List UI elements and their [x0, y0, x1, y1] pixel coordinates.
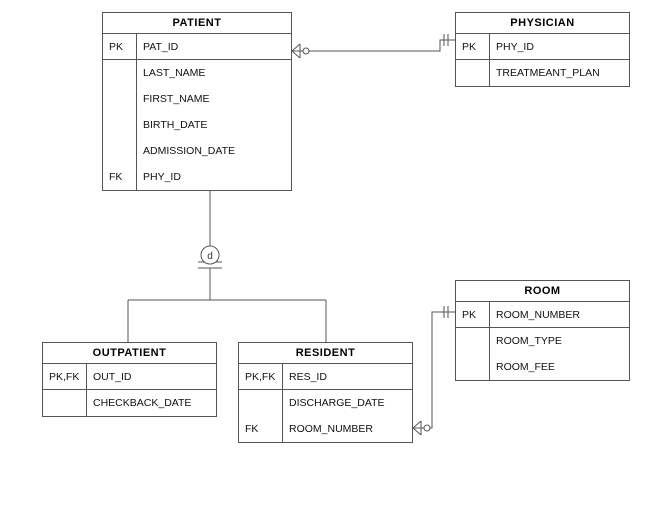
attr-cell: LAST_NAME [137, 60, 291, 86]
key-cell [103, 138, 136, 164]
entity-title: RESIDENT [239, 343, 412, 364]
entity-resident: RESIDENT PK,FK FK RES_ID DISCHARGE_DATE … [238, 342, 413, 443]
entity-title: PATIENT [103, 13, 291, 34]
er-diagram-canvas: d PATIENT PK F [0, 0, 651, 511]
attr-cell: TREATMEANT_PLAN [490, 60, 629, 86]
key-cell [103, 60, 136, 86]
key-cell: PK [456, 34, 489, 60]
attr-cell: OUT_ID [87, 364, 216, 390]
key-cell [239, 390, 282, 416]
key-cell: PK [456, 302, 489, 328]
key-cell [103, 86, 136, 112]
entity-patient: PATIENT PK FK PAT_ID LAST_NAME FIRST_NAM… [102, 12, 292, 191]
entity-outpatient: OUTPATIENT PK,FK OUT_ID CHECKBACK_DATE [42, 342, 217, 417]
key-cell [456, 60, 489, 86]
entity-title: OUTPATIENT [43, 343, 216, 364]
key-cell: FK [103, 164, 136, 190]
attr-cell: ROOM_NUMBER [490, 302, 629, 328]
key-cell: PK,FK [43, 364, 86, 390]
inheritance-symbol: d [207, 251, 213, 262]
key-cell: FK [239, 416, 282, 442]
key-cell [103, 112, 136, 138]
entity-title: ROOM [456, 281, 629, 302]
attr-cell: ROOM_FEE [490, 354, 629, 380]
attr-cell: PHY_ID [137, 164, 291, 190]
attr-cell: BIRTH_DATE [137, 112, 291, 138]
key-cell [456, 354, 489, 380]
attr-cell: ROOM_NUMBER [283, 416, 412, 442]
key-cell: PK [103, 34, 136, 60]
attr-cell: PAT_ID [137, 34, 291, 60]
attr-cell: CHECKBACK_DATE [87, 390, 216, 416]
attr-cell: PHY_ID [490, 34, 629, 60]
key-cell: PK,FK [239, 364, 282, 390]
entity-title: PHYSICIAN [456, 13, 629, 34]
key-cell [43, 390, 86, 416]
attr-cell: DISCHARGE_DATE [283, 390, 412, 416]
entity-physician: PHYSICIAN PK PHY_ID TREATMEANT_PLAN [455, 12, 630, 87]
attr-cell: ADMISSION_DATE [137, 138, 291, 164]
attr-cell: RES_ID [283, 364, 412, 390]
attr-cell: ROOM_TYPE [490, 328, 629, 354]
attr-cell: FIRST_NAME [137, 86, 291, 112]
key-cell [456, 328, 489, 354]
entity-room: ROOM PK ROOM_NUMBER ROOM_TYPE ROOM_FEE [455, 280, 630, 381]
